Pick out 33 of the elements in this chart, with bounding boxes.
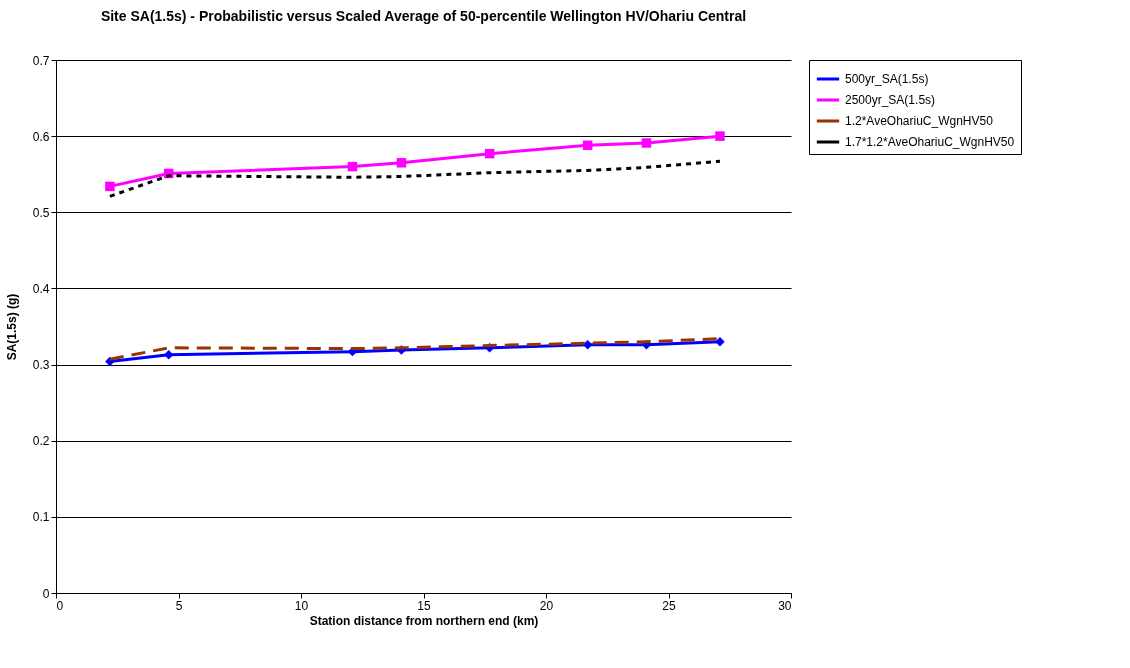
point xyxy=(347,161,358,172)
point xyxy=(105,356,115,367)
point xyxy=(163,349,174,360)
x-tick-label: 10 xyxy=(294,598,309,613)
line-series xyxy=(108,159,722,198)
x-tick-label: 0 xyxy=(56,598,64,613)
point xyxy=(715,336,725,347)
legend-label: 2500yr_SA(1.5s) xyxy=(845,93,936,107)
point xyxy=(641,138,652,148)
y-tick-label: 0.4 xyxy=(32,281,50,296)
y-axis-title: SA(1.5s) (g) xyxy=(4,293,19,361)
point xyxy=(396,158,407,168)
y-tick-label: 0.2 xyxy=(32,434,50,449)
x-axis-title: Station distance from northern end (km) xyxy=(309,613,539,628)
point xyxy=(105,181,115,192)
point xyxy=(715,131,725,141)
y-tick-label: 0.6 xyxy=(32,129,50,144)
point xyxy=(582,140,593,151)
legend-label: 1.2*AveOhariuC_WgnHV50 xyxy=(845,114,994,128)
x-tick-label: 15 xyxy=(417,598,431,613)
y-tick-label: 0.7 xyxy=(32,53,50,68)
legend-label: 1.7*1.2*AveOhariuC_WgnHV50 xyxy=(845,135,1015,149)
y-tick-label: 0.1 xyxy=(32,510,50,525)
x-tick-label: 25 xyxy=(662,598,676,613)
y-tick-label: 0.3 xyxy=(32,358,50,373)
y-tick-label: 0 xyxy=(42,586,50,601)
x-tick-label: 30 xyxy=(778,598,792,613)
legend-label: 500yr_SA(1.5s) xyxy=(845,72,929,86)
y-tick-label: 0.5 xyxy=(32,205,50,220)
point xyxy=(484,148,495,159)
x-tick-label: 5 xyxy=(175,598,183,613)
chart-title: Site SA(1.5s) - Probabilistic versus Scaled Average of 50-percentile Wellington HV/Ohariu Central xyxy=(100,8,747,24)
x-tick-label: 20 xyxy=(539,598,554,613)
